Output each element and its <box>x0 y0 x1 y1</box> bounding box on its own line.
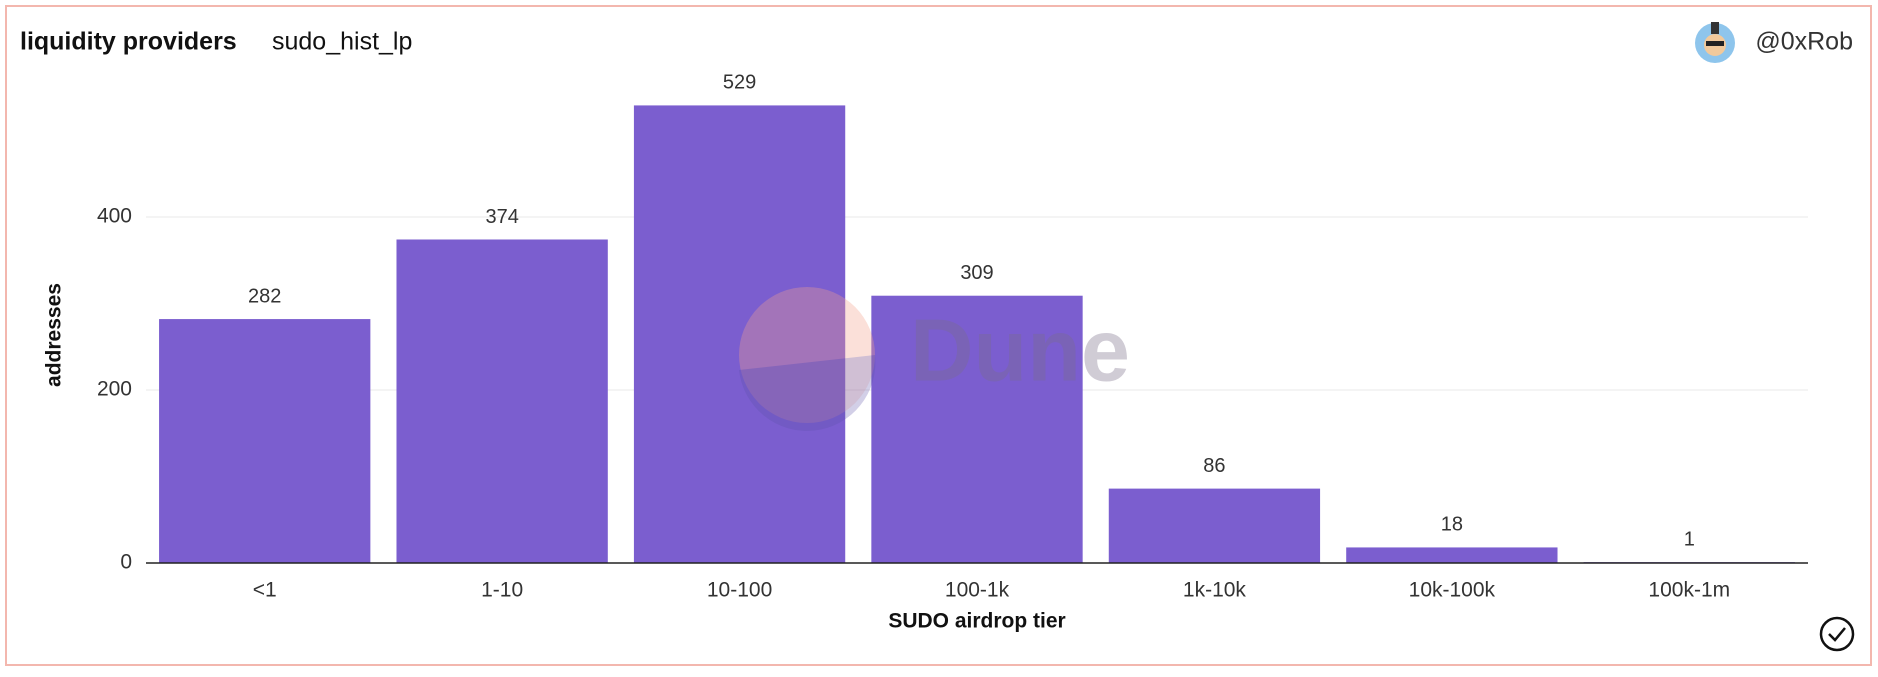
bar <box>633 105 846 563</box>
x-tick-label: 1k-10k <box>1183 579 1247 602</box>
x-tick-label: 10k-100k <box>1409 579 1496 602</box>
x-tick-label: 10-100 <box>707 579 772 602</box>
value-label: 18 <box>1441 514 1463 536</box>
value-label: 282 <box>248 285 281 307</box>
y-tick-label: 200 <box>97 378 132 401</box>
bar <box>871 295 1083 563</box>
bar <box>396 239 608 564</box>
y-tick-label: 0 <box>120 551 132 574</box>
watermark: Dune <box>910 300 1130 399</box>
x-tick-label: 100-1k <box>945 579 1010 602</box>
bar <box>1108 488 1321 563</box>
y-tick-label: 400 <box>97 205 132 228</box>
x-tick-label: <1 <box>253 579 277 602</box>
x-tick-label: 1-10 <box>481 579 523 602</box>
value-label: 374 <box>485 206 518 228</box>
y-axis-title: addresses <box>43 283 66 387</box>
watermark-logo <box>739 287 876 431</box>
value-label: 309 <box>960 262 993 284</box>
query-name: sudo_hist_lp <box>272 28 412 56</box>
avatar <box>1695 22 1735 63</box>
x-tick-label: 100k-1m <box>1648 579 1730 602</box>
value-label: 1 <box>1684 528 1695 550</box>
title: liquidity providers <box>20 28 237 56</box>
author[interactable]: @0xRob <box>1755 28 1853 56</box>
bar <box>1346 547 1558 563</box>
value-label: 86 <box>1203 455 1225 477</box>
bar <box>159 319 371 563</box>
check-icon[interactable] <box>1819 616 1855 652</box>
x-axis-title: SUDO airdrop tier <box>888 610 1065 633</box>
value-label: 529 <box>723 72 756 94</box>
